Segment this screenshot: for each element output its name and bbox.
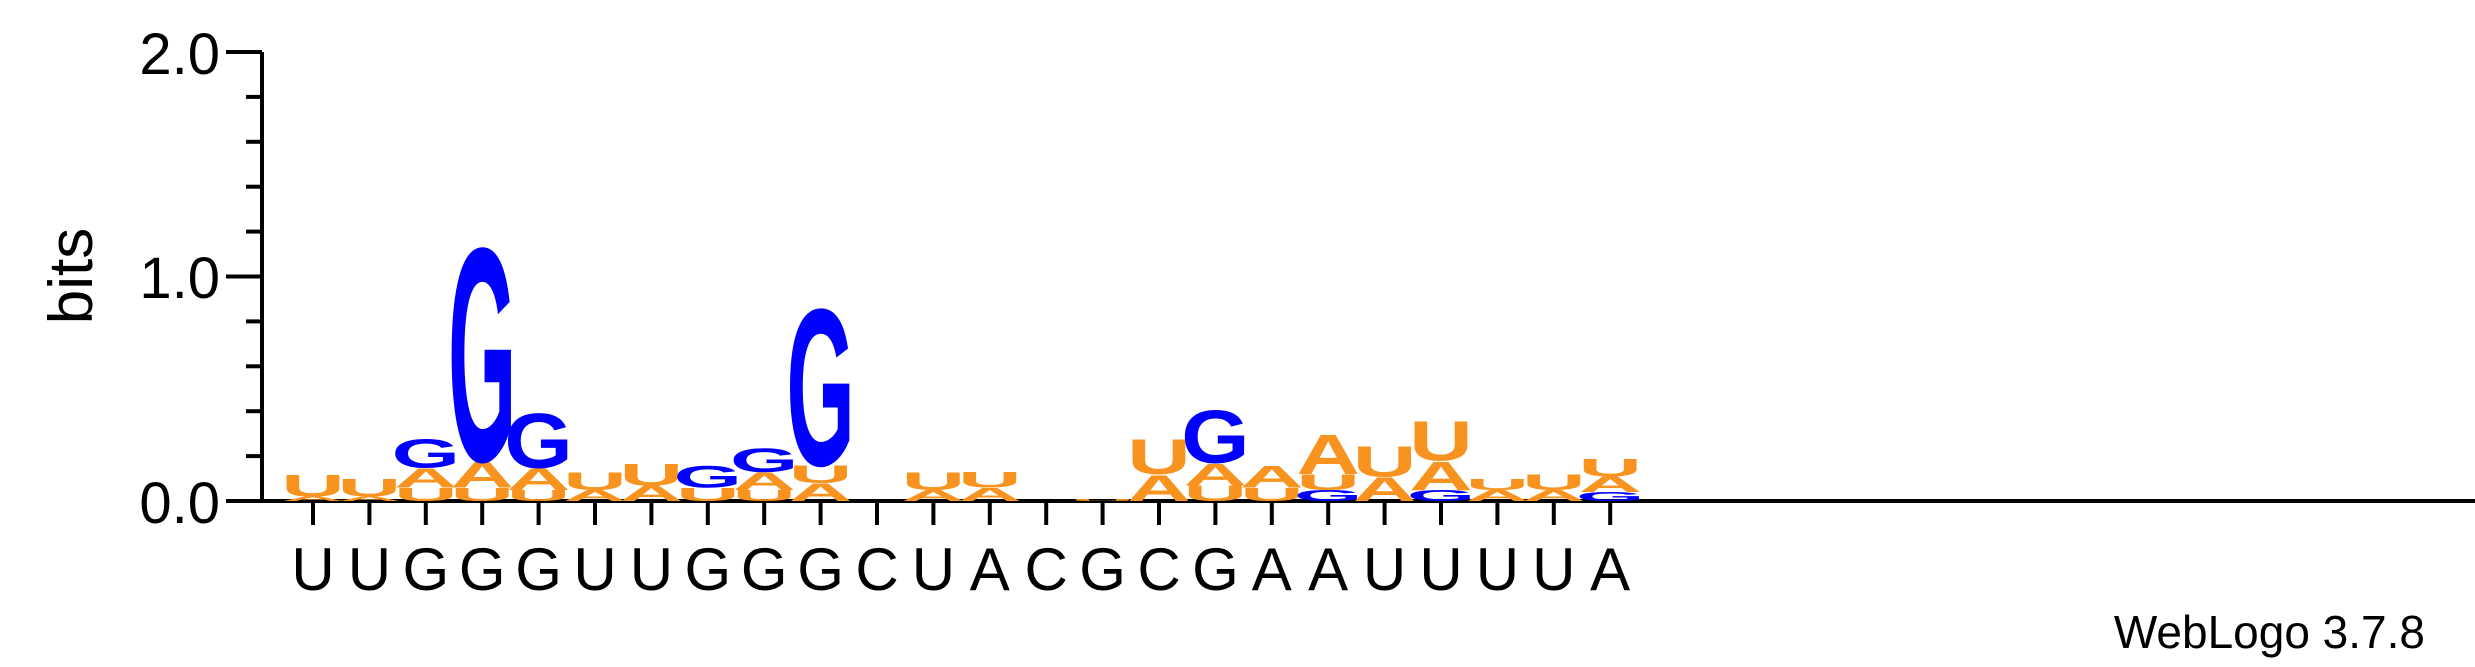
logo-letter-u-pos8: U: [676, 484, 739, 505]
logo-letter-a-pos19: A: [1296, 423, 1359, 486]
sequence-label-20: U: [1363, 536, 1406, 603]
logo-letter-u-pos24: U: [1578, 454, 1641, 482]
logo-letter-g-pos24: G: [1576, 490, 1644, 504]
logo-letter-u-pos12: U: [902, 467, 965, 495]
logo-letter-a-pos12: A: [902, 487, 965, 504]
logo-letter-a-pos3: A: [394, 462, 457, 493]
logo-letter-a-pos13: A: [958, 484, 1021, 505]
logo-letter-u-pos21: U: [1409, 410, 1472, 473]
logo-letter-a-pos24: A: [1578, 472, 1641, 497]
y-tick-label-0: 0.0: [139, 471, 220, 536]
logo-letter-u-pos20: U: [1353, 437, 1416, 486]
logo-letter-u-pos18: U: [1240, 484, 1303, 505]
logo-letter-a-pos18: A: [1240, 459, 1303, 494]
logo-letter-a-pos10: A: [789, 479, 852, 507]
sequence-label-18: A: [1252, 536, 1292, 603]
sequence-label-6: U: [573, 536, 616, 603]
y-minor-ticks: [246, 94, 262, 459]
sequence-label-1: U: [291, 536, 334, 603]
logo-letter-u-pos15: U: [1071, 498, 1134, 501]
sequence-label-21: U: [1419, 536, 1462, 603]
logo-letter-g-pos19: G: [1294, 487, 1362, 504]
logo-letter-g-pos3: G: [392, 431, 460, 477]
sequence-label-12: U: [912, 536, 955, 603]
logo-letter-u-pos5: U: [507, 487, 570, 504]
sequence-label-14: C: [1025, 536, 1068, 603]
sequence-label-10: G: [797, 536, 844, 603]
logo-letter-g-pos9: G: [730, 441, 798, 479]
logo-letter-g-pos5: G: [504, 397, 572, 484]
weblogo-version: WebLogo 3.7.8: [2114, 606, 2425, 658]
logo-letter-a-pos4: A: [450, 454, 513, 496]
logo-letter-u-pos3: U: [394, 484, 457, 505]
sequence-label-2: U: [348, 536, 391, 603]
logo-letter-u-pos23: U: [1522, 470, 1585, 495]
y-tick-label-2: 2.0: [139, 22, 220, 87]
logo-letter-a-pos20: A: [1353, 471, 1416, 509]
logo-letter-g-pos10: G: [786, 264, 854, 514]
logo-letter-u-pos4: U: [450, 484, 513, 505]
logo-letter-a-pos21: A: [1409, 453, 1472, 499]
logo-letter-a-pos16: A: [1127, 468, 1190, 510]
logo-letter-u-pos13: U: [958, 468, 1021, 493]
sequence-label-23: U: [1532, 536, 1575, 603]
sequence-label-15: G: [1079, 536, 1126, 603]
sequence-label-13: A: [970, 536, 1010, 603]
logo-letter-u-pos16: U: [1127, 429, 1190, 485]
sequence-label-7: U: [630, 536, 673, 603]
logo-letter-g-pos17: G: [1181, 396, 1249, 479]
logo-letter-g-pos8: G: [674, 459, 742, 494]
logo-letter-g-pos21: G: [1407, 487, 1475, 504]
logo-letter-u-pos1: U: [281, 468, 344, 503]
sequence-label-16: C: [1137, 536, 1180, 603]
logo-letter-a-pos22: A: [1466, 487, 1529, 504]
logo-letter-u-pos19: U: [1296, 470, 1359, 495]
y-tick-label-1: 1.0: [139, 246, 220, 311]
logo-letter-a-pos9: A: [732, 467, 795, 495]
sequence-label-24: A: [1590, 536, 1630, 603]
logo-letter-a-pos7: A: [620, 481, 683, 506]
logo-letter-a-pos1: A: [281, 495, 344, 502]
sequence-label-22: U: [1476, 536, 1519, 603]
sequence-label-3: G: [402, 536, 449, 603]
sequence-label-11: C: [855, 536, 898, 603]
logo-letter-u-pos9: U: [732, 487, 795, 504]
logo-letter-u-pos17: U: [1184, 481, 1247, 506]
sequence-label-9: G: [741, 536, 788, 603]
y-axis: 0.0 1.0 2.0 bits: [37, 22, 264, 536]
logo-letter-a-pos5: A: [507, 461, 570, 496]
logo-letter-u-pos2: U: [338, 474, 401, 502]
sequence-label-5: G: [515, 536, 562, 603]
logo-letter-g-pos4: G: [448, 183, 516, 525]
logo-letter-u-pos10: U: [789, 461, 852, 489]
logo-letter-u-pos6: U: [563, 467, 626, 495]
logo-letter-a-pos2: A: [338, 495, 401, 502]
logo-letter-a-pos17: A: [1184, 457, 1247, 492]
logo-letter-u-pos22: U: [1466, 476, 1529, 493]
sequence-label-8: G: [684, 536, 731, 603]
logo-letter-a-pos23: A: [1522, 487, 1585, 504]
sequence-label-19: A: [1308, 536, 1348, 603]
logo-letter-a-pos6: A: [563, 487, 626, 504]
sequence-label-17: G: [1192, 536, 1239, 603]
sequence-label-4: G: [459, 536, 506, 603]
logo-letter-u-pos7: U: [620, 457, 683, 492]
y-axis-label: bits: [37, 228, 106, 324]
